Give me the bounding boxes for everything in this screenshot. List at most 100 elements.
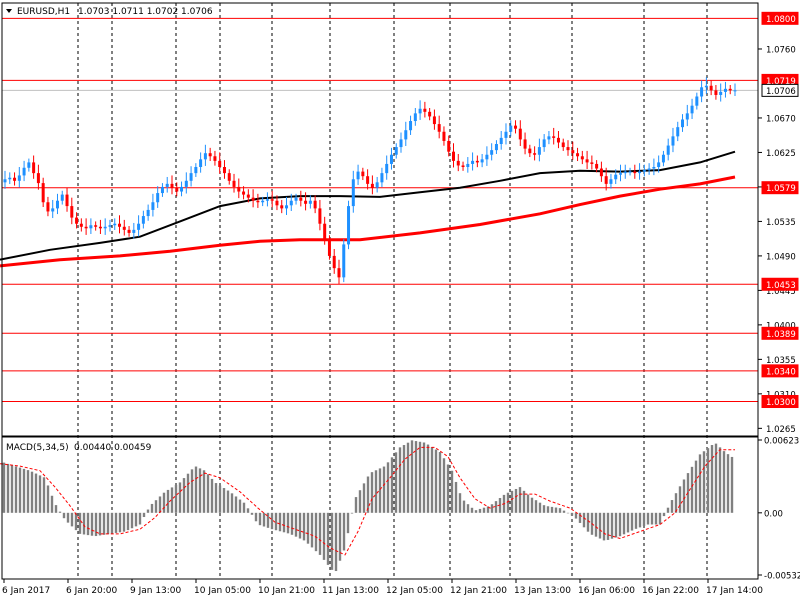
candle[interactable] bbox=[585, 150, 589, 169]
candle[interactable] bbox=[399, 132, 403, 153]
candle[interactable] bbox=[318, 199, 322, 231]
candle[interactable] bbox=[337, 259, 341, 284]
candle[interactable] bbox=[46, 196, 50, 217]
candle[interactable] bbox=[480, 153, 484, 168]
candle[interactable] bbox=[618, 164, 622, 182]
candle[interactable] bbox=[566, 140, 570, 156]
candle[interactable] bbox=[141, 210, 145, 229]
candle[interactable] bbox=[175, 182, 179, 197]
candle[interactable] bbox=[103, 218, 107, 235]
candle[interactable] bbox=[189, 166, 193, 187]
candle[interactable] bbox=[237, 178, 241, 199]
candle[interactable] bbox=[256, 193, 260, 208]
candle[interactable] bbox=[442, 126, 446, 146]
candles[interactable] bbox=[3, 77, 737, 284]
candle[interactable] bbox=[571, 141, 575, 160]
candle[interactable] bbox=[576, 147, 580, 162]
candle[interactable] bbox=[471, 152, 475, 171]
candle[interactable] bbox=[623, 164, 627, 179]
candle[interactable] bbox=[84, 218, 88, 235]
candle[interactable] bbox=[652, 158, 656, 176]
candle[interactable] bbox=[356, 164, 360, 185]
candle[interactable] bbox=[628, 167, 632, 176]
candle[interactable] bbox=[518, 120, 522, 147]
candle[interactable] bbox=[151, 193, 155, 217]
candle[interactable] bbox=[661, 150, 665, 167]
candle[interactable] bbox=[313, 195, 317, 214]
candle[interactable] bbox=[146, 204, 150, 221]
candle[interactable] bbox=[342, 239, 346, 283]
candle[interactable] bbox=[222, 160, 226, 179]
candle[interactable] bbox=[323, 216, 327, 245]
candle[interactable] bbox=[75, 212, 79, 229]
candle[interactable] bbox=[719, 83, 723, 102]
candle[interactable] bbox=[714, 85, 718, 100]
candle[interactable] bbox=[232, 173, 236, 193]
candle[interactable] bbox=[456, 153, 460, 172]
candle[interactable] bbox=[165, 176, 169, 193]
candle[interactable] bbox=[280, 199, 284, 214]
candle[interactable] bbox=[676, 121, 680, 142]
candle[interactable] bbox=[704, 77, 708, 94]
candle[interactable] bbox=[113, 218, 117, 230]
candle[interactable] bbox=[552, 127, 556, 145]
candle[interactable] bbox=[542, 134, 546, 152]
candle[interactable] bbox=[647, 163, 651, 175]
candle[interactable] bbox=[423, 101, 427, 118]
candle[interactable] bbox=[599, 161, 603, 182]
candle[interactable] bbox=[94, 221, 98, 231]
candle[interactable] bbox=[242, 186, 246, 200]
candle[interactable] bbox=[485, 146, 489, 166]
candle[interactable] bbox=[432, 109, 436, 130]
candle[interactable] bbox=[437, 115, 441, 139]
candle[interactable] bbox=[361, 167, 365, 181]
candle[interactable] bbox=[199, 152, 203, 173]
candle[interactable] bbox=[332, 249, 336, 274]
candle[interactable] bbox=[137, 215, 141, 237]
candle[interactable] bbox=[246, 189, 250, 203]
candle[interactable] bbox=[590, 155, 594, 170]
candle[interactable] bbox=[657, 155, 661, 173]
candle[interactable] bbox=[556, 130, 560, 149]
candle[interactable] bbox=[180, 181, 184, 197]
candle[interactable] bbox=[55, 193, 59, 215]
candle[interactable] bbox=[8, 172, 12, 185]
candle[interactable] bbox=[537, 138, 541, 162]
candle[interactable] bbox=[32, 155, 36, 179]
candle[interactable] bbox=[41, 177, 45, 208]
candle[interactable] bbox=[366, 169, 370, 190]
candle[interactable] bbox=[304, 192, 308, 211]
candle[interactable] bbox=[499, 130, 503, 150]
candle[interactable] bbox=[389, 147, 393, 170]
candle[interactable] bbox=[351, 170, 355, 213]
candle[interactable] bbox=[270, 190, 274, 208]
candle[interactable] bbox=[380, 167, 384, 188]
candle[interactable] bbox=[89, 218, 93, 234]
candle[interactable] bbox=[27, 158, 31, 172]
candle[interactable] bbox=[413, 107, 417, 126]
candle[interactable] bbox=[447, 135, 451, 157]
candle[interactable] bbox=[156, 186, 160, 208]
candle[interactable] bbox=[609, 173, 613, 189]
candle[interactable] bbox=[681, 114, 685, 132]
candle[interactable] bbox=[685, 104, 689, 127]
candle[interactable] bbox=[36, 164, 40, 190]
candle[interactable] bbox=[3, 170, 7, 189]
candle[interactable] bbox=[509, 120, 513, 137]
candle[interactable] bbox=[13, 172, 17, 186]
candle[interactable] bbox=[122, 219, 126, 236]
candle[interactable] bbox=[523, 132, 527, 155]
candle[interactable] bbox=[466, 157, 470, 173]
candle[interactable] bbox=[595, 160, 599, 173]
candle[interactable] bbox=[251, 189, 255, 208]
candle[interactable] bbox=[528, 144, 532, 158]
candle[interactable] bbox=[614, 169, 618, 185]
candle[interactable] bbox=[533, 146, 537, 161]
candle[interactable] bbox=[428, 107, 432, 121]
candle[interactable] bbox=[709, 80, 713, 96]
candle[interactable] bbox=[494, 140, 498, 154]
candle[interactable] bbox=[60, 190, 64, 205]
candle[interactable] bbox=[700, 80, 704, 103]
candle[interactable] bbox=[108, 219, 112, 232]
candle[interactable] bbox=[475, 155, 479, 168]
